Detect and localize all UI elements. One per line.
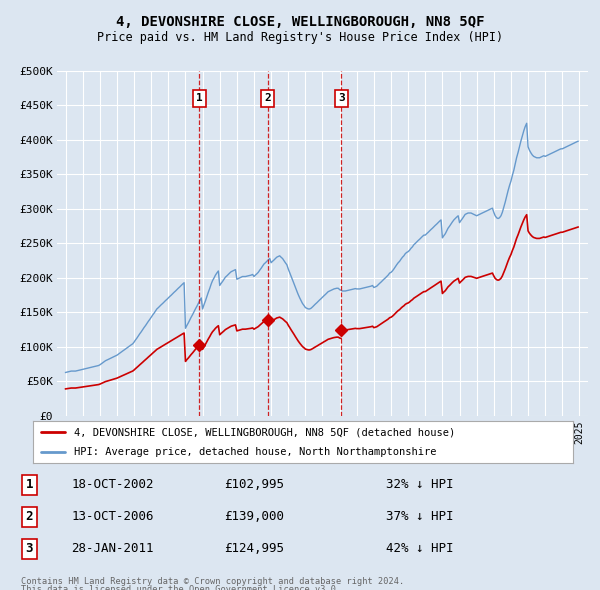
Text: Contains HM Land Registry data © Crown copyright and database right 2024.: Contains HM Land Registry data © Crown c… <box>21 577 404 586</box>
Text: 37% ↓ HPI: 37% ↓ HPI <box>386 510 454 523</box>
Text: £139,000: £139,000 <box>224 510 284 523</box>
Text: 32% ↓ HPI: 32% ↓ HPI <box>386 478 454 491</box>
Text: 42% ↓ HPI: 42% ↓ HPI <box>386 542 454 555</box>
Text: 2: 2 <box>26 510 33 523</box>
Text: 3: 3 <box>26 542 33 555</box>
Text: 18-OCT-2002: 18-OCT-2002 <box>71 478 154 491</box>
Text: 1: 1 <box>26 478 33 491</box>
Text: 4, DEVONSHIRE CLOSE, WELLINGBOROUGH, NN8 5QF: 4, DEVONSHIRE CLOSE, WELLINGBOROUGH, NN8… <box>116 15 484 29</box>
Text: £124,995: £124,995 <box>224 542 284 555</box>
Text: 3: 3 <box>338 93 345 103</box>
Text: 28-JAN-2011: 28-JAN-2011 <box>71 542 154 555</box>
Text: 1: 1 <box>196 93 203 103</box>
Text: 4, DEVONSHIRE CLOSE, WELLINGBOROUGH, NN8 5QF (detached house): 4, DEVONSHIRE CLOSE, WELLINGBOROUGH, NN8… <box>74 427 455 437</box>
Text: 2: 2 <box>265 93 271 103</box>
Text: This data is licensed under the Open Government Licence v3.0.: This data is licensed under the Open Gov… <box>21 585 341 590</box>
Text: £102,995: £102,995 <box>224 478 284 491</box>
Text: HPI: Average price, detached house, North Northamptonshire: HPI: Average price, detached house, Nort… <box>74 447 436 457</box>
Text: Price paid vs. HM Land Registry's House Price Index (HPI): Price paid vs. HM Land Registry's House … <box>97 31 503 44</box>
Text: 13-OCT-2006: 13-OCT-2006 <box>71 510 154 523</box>
